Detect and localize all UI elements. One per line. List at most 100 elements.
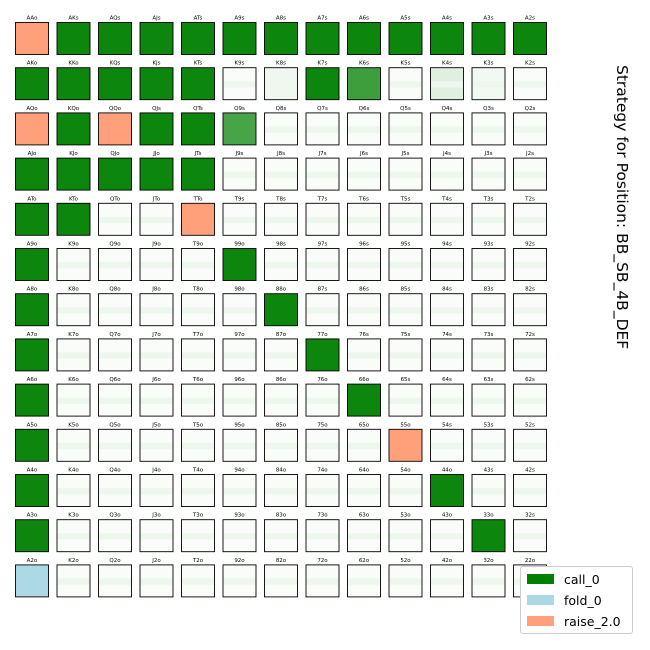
hand-fill xyxy=(347,384,381,417)
hand-band xyxy=(472,81,505,88)
legend-item-raise: raise_2.0 xyxy=(527,612,621,630)
hand-border xyxy=(98,293,132,327)
hand-border xyxy=(56,383,91,417)
hand-label: T2o xyxy=(192,558,204,564)
hand-cell-T8o: T8o xyxy=(181,287,215,327)
hand-cell-TTo: TTo xyxy=(181,196,215,236)
hand-fill xyxy=(57,67,90,100)
hand-label: K4s xyxy=(442,61,452,67)
hand-border xyxy=(222,22,257,55)
hand-label: 22o xyxy=(525,558,536,564)
hand-label: QQo xyxy=(109,106,122,112)
hand-border xyxy=(471,519,506,553)
hand-label: K8o xyxy=(68,287,79,293)
hand-label: Q4s xyxy=(442,106,453,112)
hand-border xyxy=(98,428,132,462)
hand-label: ATs xyxy=(194,16,203,22)
hand-cell-74o: 74o xyxy=(305,468,340,507)
hand-fill xyxy=(306,67,339,100)
hand-fill xyxy=(223,22,256,55)
hand-band xyxy=(472,397,505,404)
hand-cell-AQs: AQs xyxy=(98,16,132,55)
hand-border xyxy=(139,293,174,327)
hand-label: T4s xyxy=(441,196,452,202)
hand-border xyxy=(56,564,91,598)
hand-label: K5o xyxy=(68,422,79,428)
hand-band xyxy=(347,442,381,450)
hand-fill xyxy=(472,519,505,552)
hand-cell-T4o: T4o xyxy=(181,468,215,507)
hand-cell-QQo: QQo xyxy=(98,106,132,146)
hand-label: K9s xyxy=(235,61,245,67)
legend-swatch-fold xyxy=(527,595,554,605)
hand-band xyxy=(181,352,215,359)
hand-band xyxy=(306,487,339,495)
hand-border xyxy=(139,564,174,598)
hand-cell-32s: 32s xyxy=(513,513,547,553)
hand-label: 63s xyxy=(484,377,494,383)
hand-border xyxy=(305,293,340,327)
hand-cell-65o: 65o xyxy=(347,422,381,462)
hand-border xyxy=(347,474,381,507)
hand-cell-KTo: KTo xyxy=(56,196,91,236)
hand-border xyxy=(513,519,547,553)
hand-border xyxy=(181,474,215,507)
hand-fill xyxy=(98,22,132,55)
hand-border xyxy=(513,248,547,281)
hand-border xyxy=(15,67,49,101)
hand-border xyxy=(388,338,423,372)
hand-fill xyxy=(223,112,256,145)
hand-band xyxy=(513,171,547,178)
hand-cell-KQs: KQs xyxy=(98,61,132,101)
hand-label: Q4o xyxy=(109,468,121,474)
hand-label: K3s xyxy=(484,61,494,67)
hand-cell-Q9o: Q9o xyxy=(98,242,132,281)
hand-border xyxy=(430,67,464,101)
hand-band xyxy=(306,307,339,314)
hand-label: AJo xyxy=(28,151,37,157)
hand-fill xyxy=(98,158,132,191)
hand-cell-T6s: T6s xyxy=(347,196,381,236)
hand-label: Q5s xyxy=(400,106,411,112)
hand-band xyxy=(57,352,90,359)
hand-cell-ATs: ATs xyxy=(181,16,215,55)
hand-band xyxy=(347,307,381,314)
hand-fill xyxy=(98,112,132,145)
hand-cell-T9s: T9s xyxy=(222,196,257,236)
hand-border xyxy=(56,202,91,236)
hand-label: 65s xyxy=(401,377,411,383)
hand-border xyxy=(305,383,340,417)
hand-fill xyxy=(15,384,49,417)
hand-border xyxy=(264,474,298,507)
hand-band xyxy=(389,533,422,540)
hand-cell-92o: 92o xyxy=(222,558,257,598)
hand-border xyxy=(98,519,132,553)
hand-label: K4o xyxy=(68,468,79,474)
hand-cell-43o: 43o xyxy=(430,513,464,553)
hand-border xyxy=(98,112,132,146)
hand-cell-K7o: K7o xyxy=(56,332,91,372)
hand-border xyxy=(388,474,423,507)
hand-band xyxy=(306,126,339,133)
hand-band xyxy=(98,533,132,540)
hand-label: A7o xyxy=(27,332,38,338)
hand-label: T7s xyxy=(317,196,328,202)
hand-cell-K7s: K7s xyxy=(305,61,340,101)
hand-border xyxy=(305,112,340,146)
hand-band xyxy=(223,533,256,540)
hand-label: Q3s xyxy=(483,106,494,112)
hand-label: 97s xyxy=(318,242,328,248)
hand-label: 62s xyxy=(525,377,535,383)
hand-cell-J6s: J6s xyxy=(347,151,381,191)
hand-border xyxy=(513,383,547,417)
hand-border xyxy=(513,293,547,327)
hand-label: T5o xyxy=(192,422,204,428)
hand-label: 74o xyxy=(317,468,328,474)
hand-border xyxy=(181,293,215,327)
hand-label: AKs xyxy=(68,16,78,22)
hand-band xyxy=(264,126,298,133)
hand-cell-76s: 76s xyxy=(347,332,381,372)
hand-label: 32s xyxy=(525,513,535,519)
hand-band xyxy=(430,442,464,450)
hand-label: 32o xyxy=(483,558,494,564)
